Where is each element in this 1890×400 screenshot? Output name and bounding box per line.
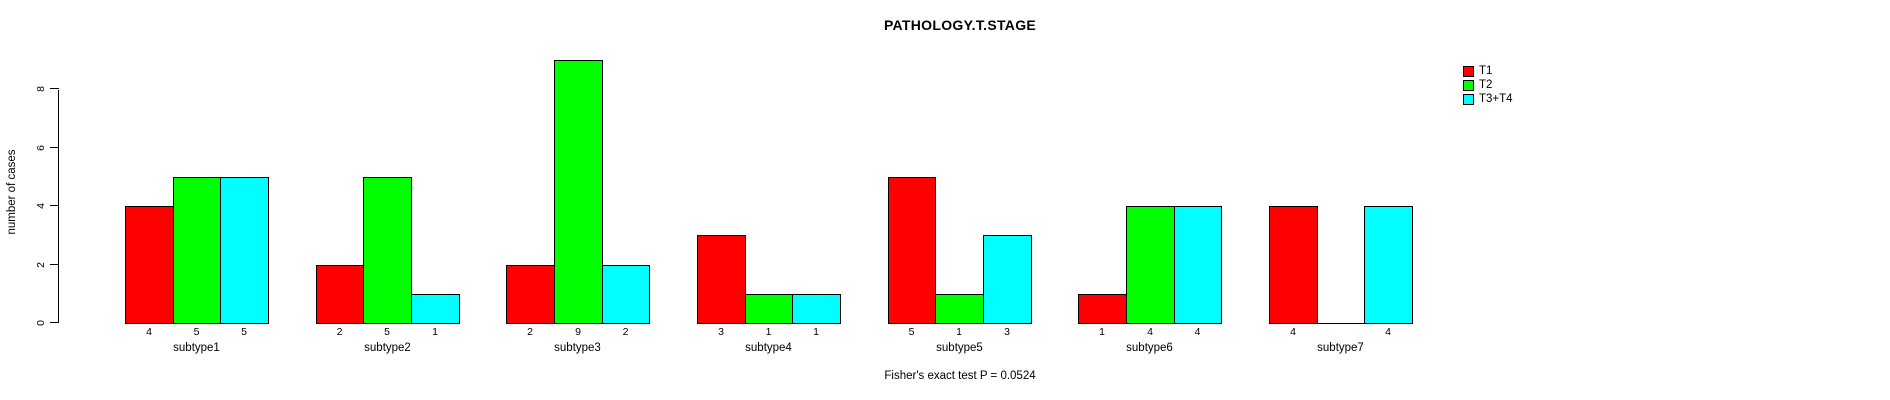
legend-swatch (1463, 93, 1474, 105)
legend-entry: T2 (1463, 78, 1513, 92)
y-tick-label: 0 (35, 320, 47, 326)
bar-count-label: 3 (718, 326, 724, 338)
y-tick (50, 147, 59, 148)
y-tick-label: 6 (35, 145, 47, 151)
y-axis-line (58, 90, 59, 323)
y-tick (50, 205, 59, 206)
bar-t3-t4-subtype3 (602, 265, 650, 324)
legend-label: T2 (1479, 79, 1493, 91)
bar-count-label: 3 (1004, 326, 1010, 338)
y-tick-label: 4 (35, 203, 47, 209)
chart-title: PATHOLOGY.T.STAGE (883, 17, 1037, 33)
bar-count-label: 4 (1290, 326, 1296, 338)
bar-count-label: 5 (241, 326, 247, 338)
legend-swatch (1463, 79, 1474, 91)
category-label-subtype5: subtype5 (936, 342, 983, 354)
bar-count-label: 4 (1147, 326, 1153, 338)
legend-label: T3+T4 (1479, 93, 1513, 105)
bar-t2-subtype4 (745, 294, 793, 324)
bar-count-label: 5 (384, 326, 390, 338)
bar-t2-subtype1 (173, 177, 221, 324)
bar-t1-subtype2 (316, 265, 364, 324)
bar-count-label: 4 (1194, 326, 1201, 338)
bar-t2-subtype6 (1126, 206, 1175, 324)
fisher-test-annotation: Fisher's exact test P = 0.0524 (884, 370, 1036, 382)
category-label-subtype2: subtype2 (364, 342, 411, 354)
bar-count-label: 5 (193, 326, 200, 338)
y-tick-label: 8 (35, 86, 47, 92)
bar-t2-subtype3 (554, 60, 603, 324)
bar-t2-subtype2 (363, 177, 412, 324)
category-label-subtype7: subtype7 (1317, 342, 1364, 354)
category-label-subtype6: subtype6 (1126, 342, 1173, 354)
bar-t1-subtype5 (888, 177, 936, 324)
category-label-subtype3: subtype3 (554, 342, 601, 354)
bar-t3-t4-subtype2 (411, 294, 460, 324)
bar-zero-t2-subtype7 (1317, 323, 1365, 324)
bar-count-label: 2 (527, 326, 533, 338)
bar-t1-subtype3 (506, 265, 555, 324)
bar-t3-t4-subtype7 (1364, 206, 1413, 324)
y-axis-label: number of cases (6, 149, 18, 235)
bar-count-label: 1 (813, 326, 819, 338)
bar-t3-t4-subtype6 (1174, 206, 1222, 324)
y-tick (50, 322, 59, 323)
bar-t3-t4-subtype1 (220, 177, 269, 324)
bar-count-label: 9 (575, 326, 581, 338)
bar-count-label: 2 (336, 326, 343, 338)
bar-count-label: 1 (956, 326, 962, 338)
y-tick (50, 264, 59, 265)
bar-count-label: 5 (908, 326, 915, 338)
bar-count-label: 1 (1099, 326, 1105, 338)
bar-t2-subtype5 (935, 294, 984, 324)
bar-count-label: 2 (622, 326, 629, 338)
bar-t3-t4-subtype5 (983, 235, 1032, 324)
legend-entry: T3+T4 (1463, 92, 1513, 106)
y-tick-label: 2 (35, 262, 47, 268)
legend-label: T1 (1479, 65, 1493, 77)
legend-entry: T1 (1463, 64, 1513, 78)
bar-count-label: 1 (432, 326, 438, 338)
y-tick (50, 88, 59, 89)
bar-t3-t4-subtype4 (792, 294, 841, 324)
category-label-subtype1: subtype1 (173, 342, 220, 354)
bar-t1-subtype7 (1269, 206, 1318, 324)
legend: T1 T2 T3+T4 (1463, 64, 1513, 106)
bar-count-label: 1 (765, 326, 772, 338)
bar-t1-subtype1 (125, 206, 174, 324)
legend-swatch (1463, 65, 1474, 77)
bar-t1-subtype4 (697, 235, 746, 324)
bar-t1-subtype6 (1078, 294, 1127, 324)
bar-count-label: 4 (1385, 326, 1391, 338)
category-label-subtype4: subtype4 (745, 342, 792, 354)
bar-count-label: 4 (146, 326, 152, 338)
